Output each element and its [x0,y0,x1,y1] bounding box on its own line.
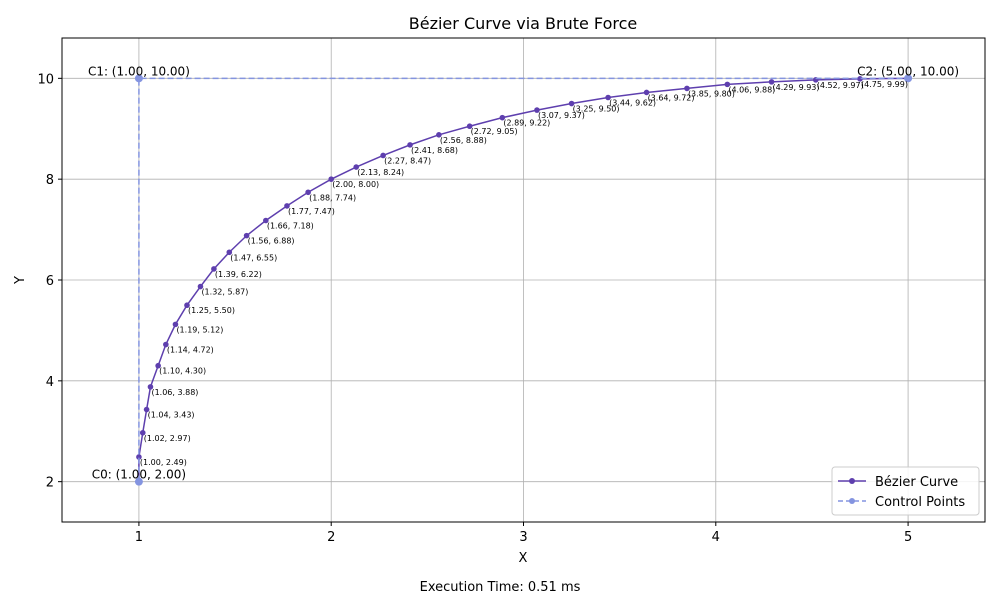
bezier-point-marker [147,384,154,390]
curve-point-labels: (1.00, 2.49) (1.02, 2.97) (1.04, 3.43) (1.0… [140,80,908,467]
bezier-point-label: (1.47, 6.55) [230,253,277,262]
y-axis-ticks: 2 4 6 8 10 [37,72,62,491]
bezier-point-label: (2.13, 8.24) [357,168,404,177]
legend-curve-swatch-marker [849,478,855,484]
bezier-point-label: (1.00, 2.49) [140,458,187,467]
x-tick-label: 1 [135,530,143,545]
y-axis-label: Y [13,276,28,285]
bezier-point-marker [534,107,540,113]
bezier-point-marker [353,164,360,170]
bezier-point-label: (1.56, 6.88) [248,237,295,246]
bezier-point-label: (3.44, 9.62) [609,98,656,107]
y-tick-label: 8 [46,173,54,188]
bezier-point-label: (2.41, 8.68) [411,146,458,155]
bezier-point-label: (2.89, 9.22) [503,119,550,128]
bezier-point-marker [380,152,386,159]
control-point-label: C2: (5.00, 10.00) [857,64,959,78]
chart-legend: Bézier Curve Control Points [831,466,980,516]
bezier-point-marker [466,123,473,130]
control-point-labels: C0: (1.00, 2.00) C1: (1.00, 10.00) C2: (5.… [88,64,959,481]
legend-curve-label: Bézier Curve [875,475,958,490]
bezier-point-label: (1.19, 5.12) [176,325,223,334]
x-tick-label: 3 [519,530,527,545]
bezier-point-marker [407,142,413,148]
bezier-point-marker [184,302,190,309]
bezier-point-label: (1.39, 6.22) [215,270,262,279]
bezier-point-marker [155,362,161,369]
bezier-point-label: (2.56, 8.88) [440,136,487,145]
control-point-label: C0: (1.00, 2.00) [92,468,186,482]
control-point-marker [904,74,913,83]
bezier-point-marker [605,94,611,101]
bezier-point-marker [724,81,731,88]
bezier-point-label: (4.75, 9.99) [861,80,908,89]
y-tick-label: 6 [46,274,54,289]
bezier-point-marker [328,176,335,182]
bezier-point-label: (1.66, 7.18) [267,222,314,231]
x-tick-label: 5 [904,530,912,545]
bezier-point-label: (1.14, 4.72) [167,346,214,355]
bezier-point-label: (1.10, 4.30) [159,367,206,376]
bezier-point-marker [568,100,575,107]
control-layer [134,74,913,486]
legend-control-swatch-marker [849,498,855,504]
legend-control-label: Control Points [875,495,965,510]
x-axis-ticks: 1 2 3 4 5 [135,522,912,545]
bezier-point-marker [684,85,690,92]
bezier-point-marker [305,189,311,196]
bezier-point-label: (1.77, 7.47) [288,207,335,216]
bezier-point-marker [243,232,250,239]
bezier-point-marker [172,321,179,328]
y-tick-label: 4 [46,375,54,390]
execution-time-prefix: Execution Time: [419,580,528,595]
bezier-point-label: (1.32, 5.87) [201,288,248,297]
bezier-point-marker [136,454,142,460]
control-point-marker [134,477,143,486]
bezier-point-marker [197,283,204,290]
bezier-point-label: (1.88, 7.74) [309,193,356,202]
bezier-point-label: (2.00, 8.00) [332,180,379,189]
y-tick-label: 10 [37,72,54,87]
bezier-point-label: (2.27, 8.47) [384,156,431,165]
bezier-point-label: (3.25, 9.50) [573,105,620,114]
bezier-point-label: (1.02, 2.97) [144,434,191,443]
x-tick-label: 4 [712,530,720,545]
bezier-point-label: (3.85, 9.80) [688,89,735,98]
bezier-point-marker [211,266,217,272]
bezier-point-marker [143,406,150,413]
bezier-point-marker [263,217,269,224]
bezier-point-label: (4.52, 9.97) [817,81,864,90]
bezier-point-label: (1.06, 3.88) [151,388,198,397]
bezier-point-label: (4.06, 9.88) [728,85,775,94]
legend-box [831,466,980,516]
bezier-point-marker [643,89,650,96]
bezier-point-label: (4.29, 9.93) [773,83,820,92]
bezier-point-label: (1.25, 5.50) [188,306,235,315]
bezier-point-marker [226,249,233,256]
control-point-label: C1: (1.00, 10.00) [88,64,190,78]
y-tick-label: 2 [46,476,54,491]
bezier-point-marker [436,132,442,138]
x-tick-label: 2 [327,530,335,545]
bezier-point-marker [499,114,506,121]
execution-time: Execution Time: 0.51 ms [0,580,1000,595]
chart-title: Bézier Curve via Brute Force [409,14,637,33]
bezier-point-label: (3.07, 9.37) [538,111,585,120]
bezier-point-marker [768,79,775,85]
grid-lines [62,38,985,522]
execution-time-value: 0.51 ms [527,580,581,595]
bezier-point-marker [139,429,146,436]
bezier-point-marker [284,203,290,209]
bezier-point-marker [163,341,169,348]
bezier-point-marker [857,76,863,82]
x-axis-label: X [519,551,528,566]
control-point-marker [134,74,143,83]
bezier-point-label: (1.04, 3.43) [148,411,195,420]
bezier-point-label: (2.72, 9.05) [471,127,518,136]
bezier-point-label: (3.64, 9.72) [648,93,695,102]
